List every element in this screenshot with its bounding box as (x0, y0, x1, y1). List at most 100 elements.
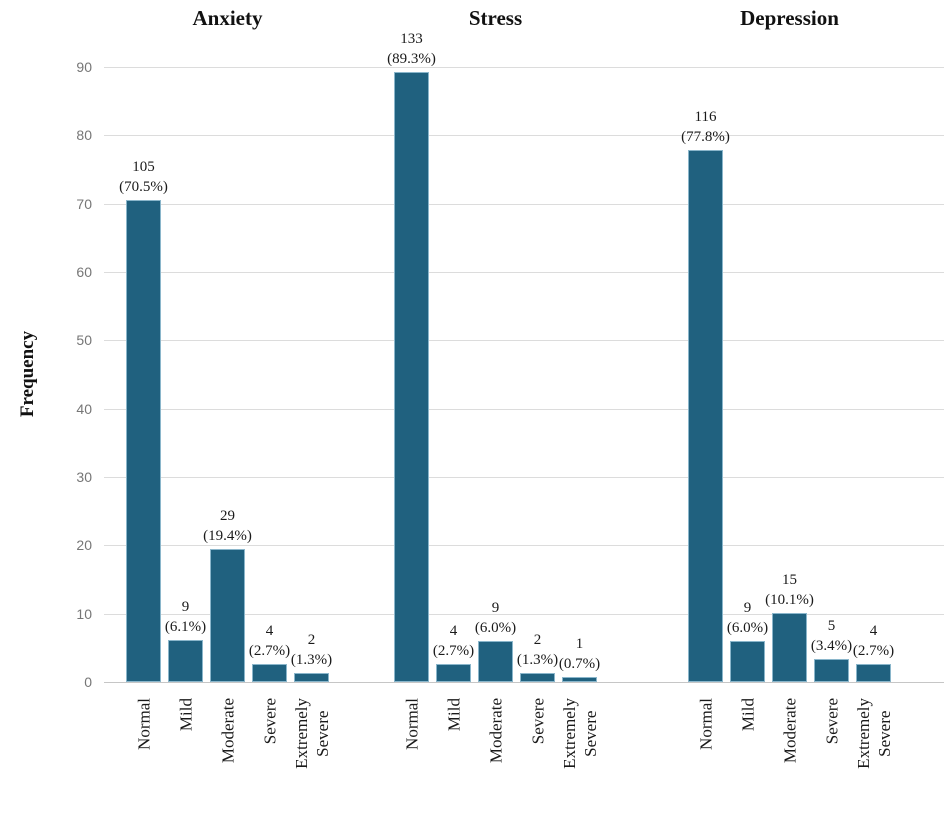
x-axis-category-label-severe: Severe (260, 698, 279, 745)
bar-anxiety-mild (168, 640, 203, 682)
bar-anxiety-extremely-severe (294, 673, 329, 682)
bar-value-label: 9 (6.1%) (165, 597, 206, 637)
bar-anxiety-normal (126, 200, 161, 682)
bar-count: 15 (782, 571, 797, 588)
gridline (104, 135, 944, 136)
chart-group-title-anxiety: Anxiety (192, 6, 263, 30)
chart-group-title-depression: Depression (740, 6, 839, 30)
bar-depression-extremely-severe (856, 663, 891, 682)
bar-value-label: 4 (2.7%) (433, 621, 474, 661)
chart-group-title-stress: Stress (468, 6, 523, 30)
x-axis-category-label-severe: Severe (528, 698, 547, 745)
x-axis-category-label-normal: Normal (696, 698, 715, 750)
y-axis-title: Frequency (17, 330, 38, 418)
bar-percent: (70.5%) (119, 179, 168, 196)
bar-value-label: 2 (1.3%) (517, 630, 558, 670)
bar-depression-moderate (772, 612, 807, 682)
bar-value-label: 105 (70.5%) (119, 157, 168, 197)
bar-count: 2 (307, 632, 316, 649)
y-axis-tick-label: 50 (76, 332, 92, 348)
bar-value-label: 133 (89.3%) (387, 29, 436, 69)
bar-value-label: 9 (6.0%) (475, 598, 516, 638)
bar-value-label: 9 (6.0%) (727, 598, 768, 638)
bar-count: 9 (181, 599, 190, 616)
x-axis-category-label-mild: Mild (176, 698, 195, 732)
y-axis-tick-label: 70 (76, 196, 92, 212)
bar-stress-normal (394, 71, 429, 682)
bar-value-label: 1 (0.7%) (559, 634, 600, 674)
x-axis-category-label-moderate: Moderate (780, 698, 799, 764)
gridline (104, 545, 944, 546)
bar-value-label: 2 (1.3%) (291, 630, 332, 670)
bar-percent: (77.8%) (681, 129, 730, 146)
gridline (104, 614, 944, 615)
gridline (104, 204, 944, 205)
x-axis-category-label-moderate: Moderate (486, 698, 505, 764)
gridline (104, 340, 944, 341)
x-axis-category-label-normal: Normal (402, 698, 421, 750)
bar-percent: (89.3%) (387, 50, 436, 67)
x-axis-category-label-extremely-severe: Extremely Severe (291, 698, 332, 769)
y-axis-tick-label: 60 (76, 264, 92, 280)
bar-percent: (2.7%) (248, 642, 291, 659)
bar-value-label: 15 (10.1%) (765, 570, 814, 610)
bar-count: 105 (132, 159, 155, 176)
bar-count: 5 (827, 617, 836, 634)
bar-depression-normal (688, 150, 723, 682)
bar-stress-severe (520, 673, 555, 682)
x-axis-category-label-mild: Mild (444, 698, 463, 732)
y-axis-tick-label: 40 (76, 401, 92, 417)
bar-count: 1 (575, 636, 584, 653)
bar-percent: (10.1%) (765, 591, 814, 608)
bar-percent: (6.0%) (474, 620, 517, 636)
bar-percent: (2.7%) (432, 642, 475, 659)
bar-value-label: 4 (2.7%) (853, 621, 894, 661)
x-axis-category-label-extremely-severe: Extremely Severe (559, 698, 600, 769)
y-axis-tick-label: 10 (76, 606, 92, 622)
bar-depression-severe (814, 658, 849, 682)
gridline (104, 272, 944, 273)
bar-percent: (0.7%) (558, 656, 601, 673)
x-axis-category-label-moderate: Moderate (218, 698, 237, 764)
bar-count: 29 (220, 508, 235, 525)
y-axis-tick-label: 30 (76, 469, 92, 485)
bar-anxiety-moderate (210, 549, 245, 682)
bar-value-label: 116 (77.8%) (681, 107, 730, 147)
bar-count: 133 (400, 30, 423, 47)
bar-stress-moderate (478, 641, 513, 682)
x-axis-line (104, 682, 944, 683)
bar-percent: (2.7%) (852, 642, 895, 659)
bar-stress-mild (436, 663, 471, 682)
bar-anxiety-severe (252, 663, 287, 682)
bar-depression-mild (730, 641, 765, 682)
bar-value-label: 5 (3.4%) (811, 616, 852, 656)
y-axis-tick-label: 20 (76, 537, 92, 553)
bar-count: 9 (491, 600, 500, 616)
bar-percent: (1.3%) (290, 652, 333, 669)
bar-percent: (1.3%) (516, 652, 559, 669)
bar-percent: (6.0%) (726, 620, 769, 636)
y-axis-tick-label: 80 (76, 127, 92, 143)
y-axis-tick-label: 90 (76, 59, 92, 75)
bar-stress-extremely-severe (562, 677, 597, 682)
x-axis-category-label-severe: Severe (822, 698, 841, 745)
gridline (104, 477, 944, 478)
y-axis-tick-label: 0 (84, 674, 92, 690)
gridline (104, 67, 944, 68)
bar-value-label: 4 (2.7%) (249, 621, 290, 661)
bar-count: 4 (869, 622, 878, 639)
x-axis-category-label-normal: Normal (134, 698, 153, 750)
bar-count: 116 (694, 109, 717, 126)
bar-count: 4 (265, 622, 274, 639)
bar-count: 2 (533, 632, 542, 649)
bar-percent: (6.1%) (164, 619, 207, 636)
bar-value-label: 29 (19.4%) (203, 506, 252, 546)
gridline (104, 409, 944, 410)
x-axis-category-label-mild: Mild (738, 698, 757, 732)
bar-count: 9 (743, 600, 752, 616)
bar-percent: (19.4%) (203, 528, 252, 545)
bar-count: 4 (449, 622, 458, 639)
bar-percent: (3.4%) (810, 637, 853, 654)
x-axis-category-label-extremely-severe: Extremely Severe (853, 698, 894, 769)
